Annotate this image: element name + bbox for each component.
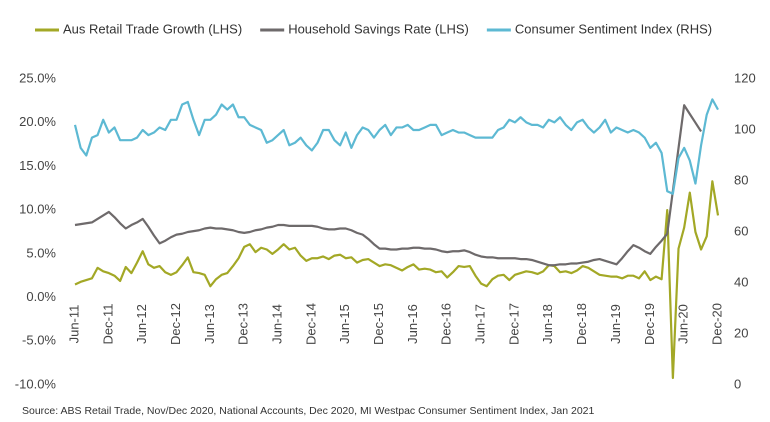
y2-tick-label: 20 <box>734 325 748 340</box>
y-tick-label: 5.0% <box>26 245 56 260</box>
y2-tick-label: 0 <box>734 376 741 391</box>
x-tick-label: Jun-11 <box>66 305 81 344</box>
x-tick-label: Jun-19 <box>608 304 623 344</box>
y-tick-label: 20.0% <box>19 114 56 129</box>
y2-tick-label: 120 <box>734 70 756 85</box>
x-tick-label: Dec-13 <box>236 303 251 345</box>
y2-tick-label: 60 <box>734 223 748 238</box>
x-tick-label: Jun-17 <box>473 304 488 344</box>
y-tick-label: 0.0% <box>26 289 56 304</box>
source-note: Source: ABS Retail Trade, Nov/Dec 2020, … <box>22 405 595 417</box>
x-tick-label: Dec-11 <box>100 304 115 345</box>
y2-tick-label: 80 <box>734 172 748 187</box>
x-tick-label: Dec-17 <box>506 303 521 345</box>
legend-label: Aus Retail Trade Growth (LHS) <box>63 21 242 36</box>
x-tick-label: Dec-20 <box>709 303 724 345</box>
x-tick-label: Jun-14 <box>269 304 284 344</box>
x-tick-label: Dec-12 <box>168 303 183 345</box>
y-tick-label: 15.0% <box>19 158 56 173</box>
x-tick-label: Jun-13 <box>202 304 217 344</box>
x-tick-label: Dec-18 <box>574 303 589 345</box>
legend-label: Consumer Sentiment Index (RHS) <box>515 21 712 36</box>
x-tick-label: Dec-19 <box>642 303 657 345</box>
x-tick-label: Dec-15 <box>371 303 386 345</box>
x-tick-label: Dec-14 <box>303 303 318 345</box>
series-line <box>73 98 719 195</box>
x-tick-label: Dec-16 <box>439 303 454 345</box>
y-tick-label: 10.0% <box>19 202 56 217</box>
x-tick-label: Jun-12 <box>134 304 149 344</box>
y-tick-label: -10.0% <box>15 376 57 391</box>
series-line <box>74 180 720 380</box>
y-tick-label: 25.0% <box>19 70 56 85</box>
legend-label: Household Savings Rate (LHS) <box>288 21 469 36</box>
y2-tick-label: 40 <box>734 274 748 289</box>
x-tick-label: Jun-18 <box>540 304 555 344</box>
series-line <box>74 104 703 267</box>
x-tick-label: Jun-16 <box>405 304 420 344</box>
x-tick-label: Jun-15 <box>337 304 352 344</box>
y-tick-label: -5.0% <box>22 333 56 348</box>
x-tick-label: Jun-20 <box>676 304 691 344</box>
y2-tick-label: 100 <box>734 121 756 136</box>
